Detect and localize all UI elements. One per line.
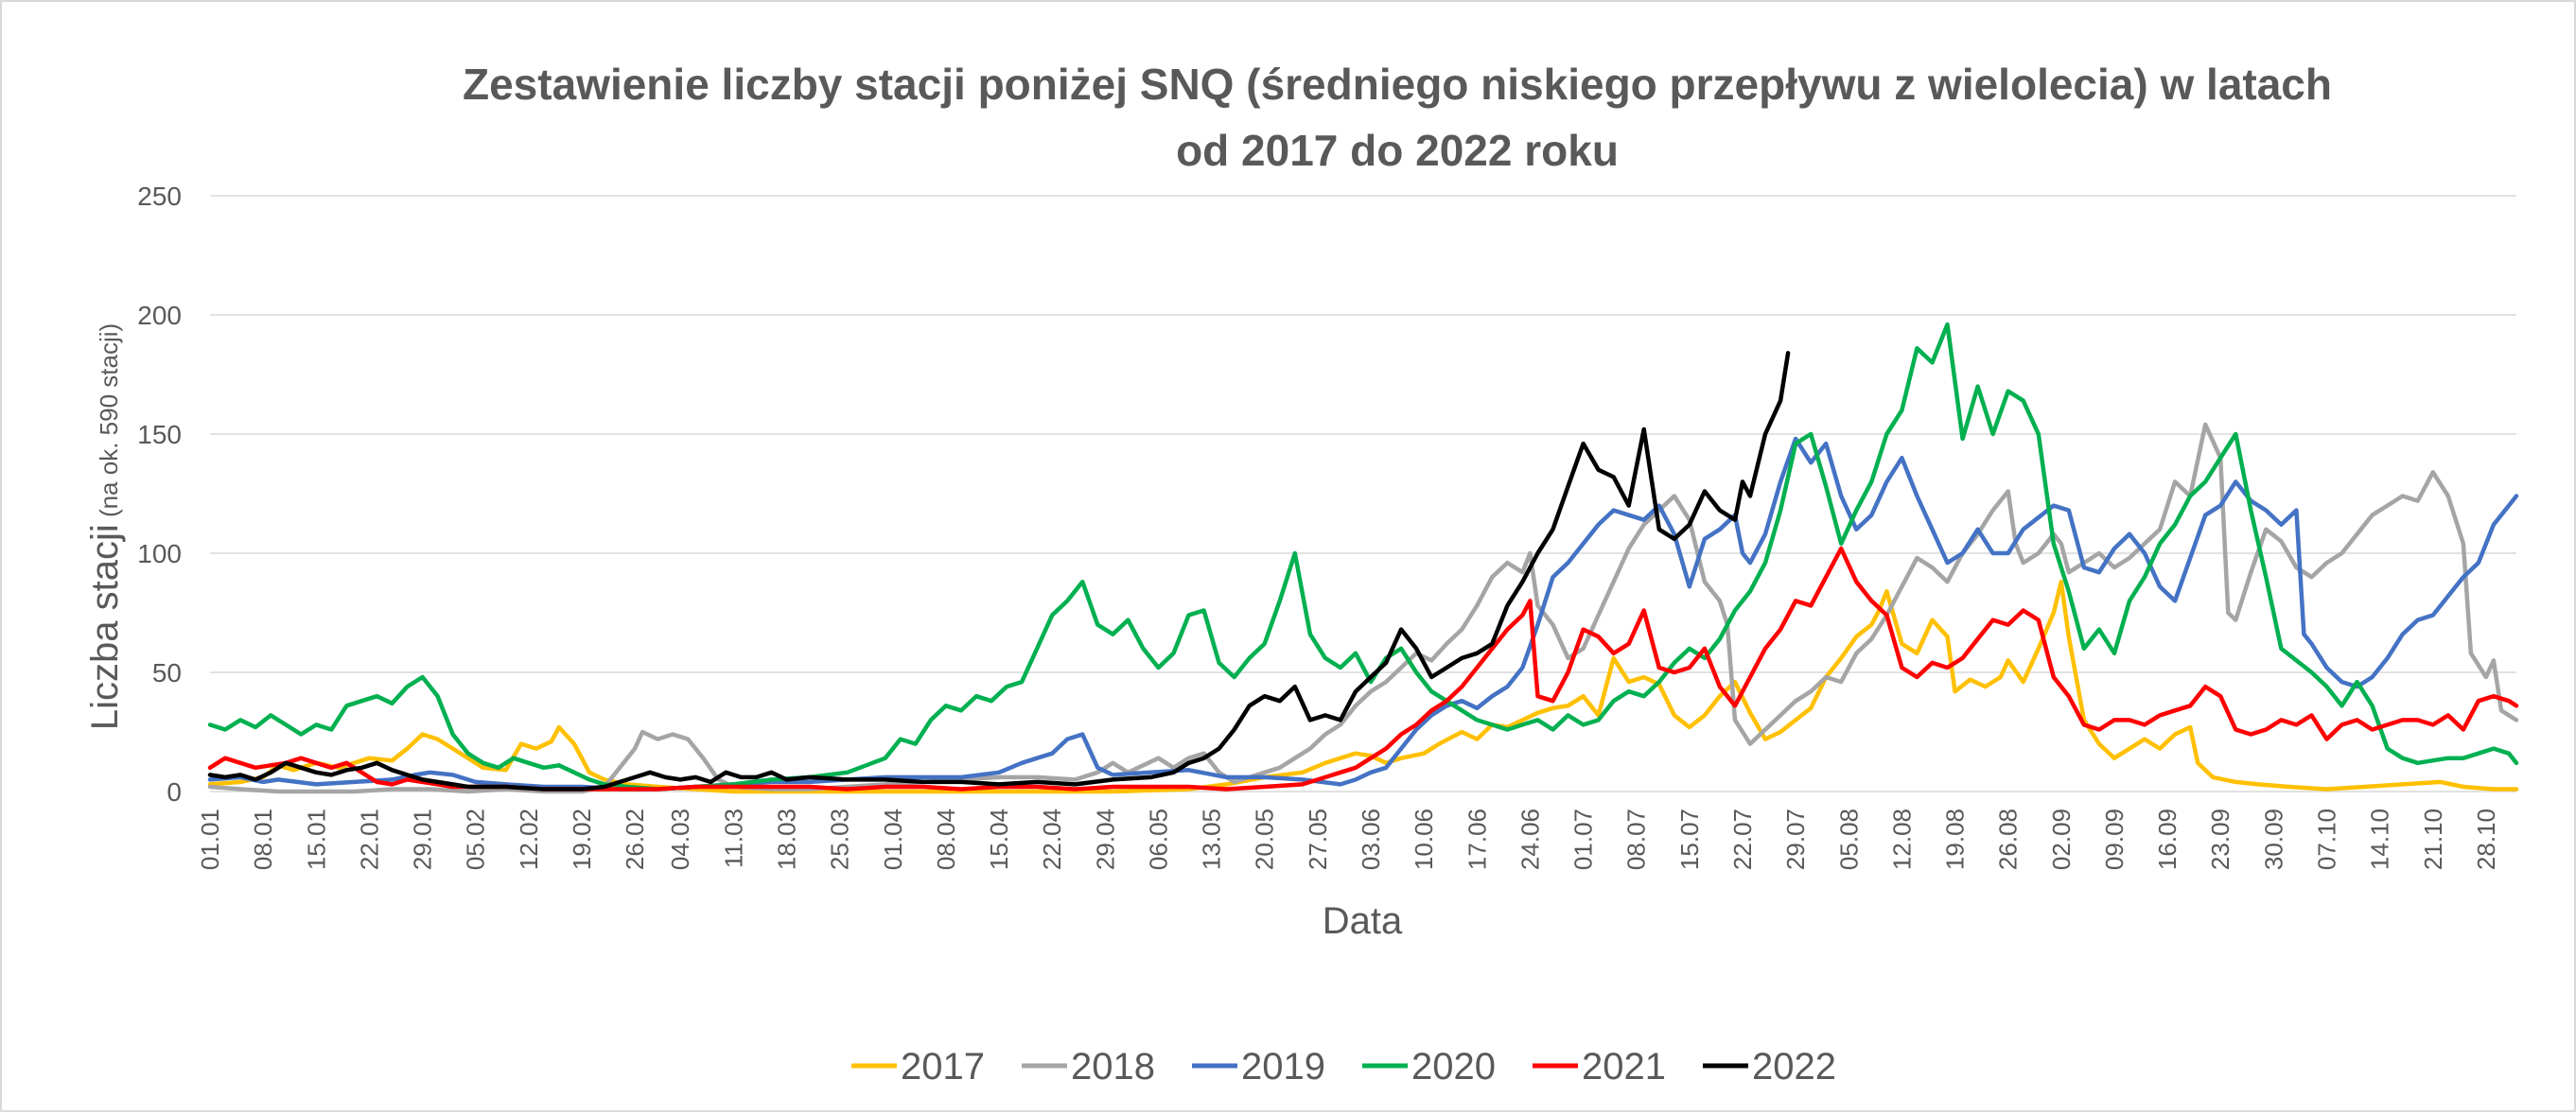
x-tick-label: 23.09 — [2206, 809, 2234, 870]
legend-item-2021: 2021 — [1533, 1046, 1666, 1088]
legend-item-2018: 2018 — [1022, 1046, 1155, 1088]
x-tick-label: 22.01 — [355, 809, 383, 870]
x-tick-label: 14.10 — [2366, 809, 2394, 870]
x-tick-label: 13.05 — [1198, 809, 1226, 870]
x-tick-label: 30.09 — [2259, 809, 2287, 870]
x-tick-label: 22.07 — [1728, 809, 1757, 870]
y-tick-label: 150 — [137, 420, 182, 449]
series-line-2018 — [207, 422, 2519, 794]
x-tick-label: 19.08 — [1941, 809, 1970, 870]
x-tick-label: 20.05 — [1251, 809, 1279, 870]
x-tick-label: 27.05 — [1304, 809, 1332, 870]
legend-label: 2020 — [1411, 1046, 1496, 1088]
legend-item-2020: 2020 — [1362, 1046, 1496, 1088]
x-tick-label: 29.04 — [1091, 809, 1119, 870]
x-tick-label: 15.04 — [985, 809, 1013, 870]
x-tick-label: 10.06 — [1410, 809, 1438, 870]
x-tick-label: 26.02 — [621, 809, 649, 870]
x-tick-label: 26.08 — [1994, 809, 2023, 870]
x-tick-label: 15.07 — [1675, 809, 1704, 870]
chart-title-line-1: Zestawienie liczby stacji poniżej SNQ (ś… — [463, 60, 2332, 109]
y-axis-label-sub: (na ok. 590 stacji) — [95, 323, 123, 524]
series-line-2020 — [207, 322, 2519, 792]
x-tick-label: 16.09 — [2153, 809, 2182, 870]
x-tick-label: 08.04 — [932, 809, 960, 870]
x-tick-label: 24.06 — [1516, 809, 1544, 870]
x-tick-label: 21.10 — [2419, 809, 2447, 870]
chart-title-line-2: od 2017 do 2022 roku — [1176, 126, 1619, 175]
legend-label: 2017 — [901, 1046, 985, 1088]
gridlines — [210, 195, 2516, 792]
x-tick-label: 01.01 — [196, 809, 224, 870]
x-tick-label: 01.07 — [1569, 809, 1598, 870]
x-tick-label: 17.06 — [1463, 809, 1491, 870]
x-tick-label: 29.01 — [409, 809, 437, 870]
x-tick-label: 22.04 — [1038, 809, 1066, 870]
x-tick-label: 19.02 — [568, 809, 596, 870]
x-tick-label: 25.03 — [826, 809, 854, 870]
x-tick-label: 02.09 — [2047, 809, 2076, 870]
x-tick-label: 05.08 — [1834, 809, 1863, 870]
x-tick-label: 01.04 — [879, 809, 907, 870]
x-tick-label: 29.07 — [1781, 809, 1810, 870]
legend-item-2022: 2022 — [1703, 1046, 1836, 1088]
y-axis-label: Liczba stacji (na ok. 590 stacji) — [84, 323, 126, 730]
y-tick-label: 200 — [137, 301, 182, 330]
x-tick-label: 08.01 — [249, 809, 277, 870]
legend-item-2017: 2017 — [851, 1046, 985, 1088]
y-tick-label: 250 — [137, 182, 182, 211]
y-axis-ticks: 0 50 100 150 200 250 — [137, 182, 182, 807]
legend: 2017 2018 2019 2020 2021 2022 — [851, 1046, 1836, 1088]
series-line-2019 — [207, 436, 2519, 792]
x-tick-label: 18.03 — [773, 809, 801, 870]
legend-label: 2021 — [1582, 1046, 1666, 1088]
y-tick-label: 0 — [166, 777, 182, 807]
x-tick-label: 08.07 — [1622, 809, 1651, 870]
y-tick-label: 50 — [152, 658, 182, 688]
x-axis-ticks: 01.01 08.01 15.01 22.01 29.01 05.02 12.02 19.02… — [196, 809, 2500, 870]
x-tick-label: 28.10 — [2472, 809, 2500, 870]
y-axis-label-main: Liczba stacji — [84, 524, 126, 730]
y-tick-label: 100 — [137, 539, 182, 568]
x-axis-label: Data — [1323, 900, 1403, 942]
legend-label: 2022 — [1752, 1046, 1836, 1088]
x-tick-label: 06.05 — [1144, 809, 1172, 870]
x-tick-label: 12.02 — [515, 809, 543, 870]
x-tick-label: 07.10 — [2313, 809, 2341, 870]
x-tick-label: 11.03 — [719, 809, 747, 868]
series-lines — [207, 322, 2519, 794]
x-tick-label: 03.06 — [1357, 809, 1385, 870]
legend-label: 2019 — [1241, 1046, 1325, 1088]
legend-label: 2018 — [1071, 1046, 1155, 1088]
x-tick-label: 05.02 — [462, 809, 490, 870]
legend-item-2019: 2019 — [1192, 1046, 1325, 1088]
x-tick-label: 15.01 — [302, 809, 330, 870]
x-tick-label: 12.08 — [1887, 809, 1916, 870]
series-line-2022 — [207, 351, 1791, 792]
x-tick-label: 09.09 — [2100, 809, 2129, 870]
x-tick-label: 04.03 — [666, 809, 694, 870]
series-line-2017 — [207, 579, 2519, 794]
